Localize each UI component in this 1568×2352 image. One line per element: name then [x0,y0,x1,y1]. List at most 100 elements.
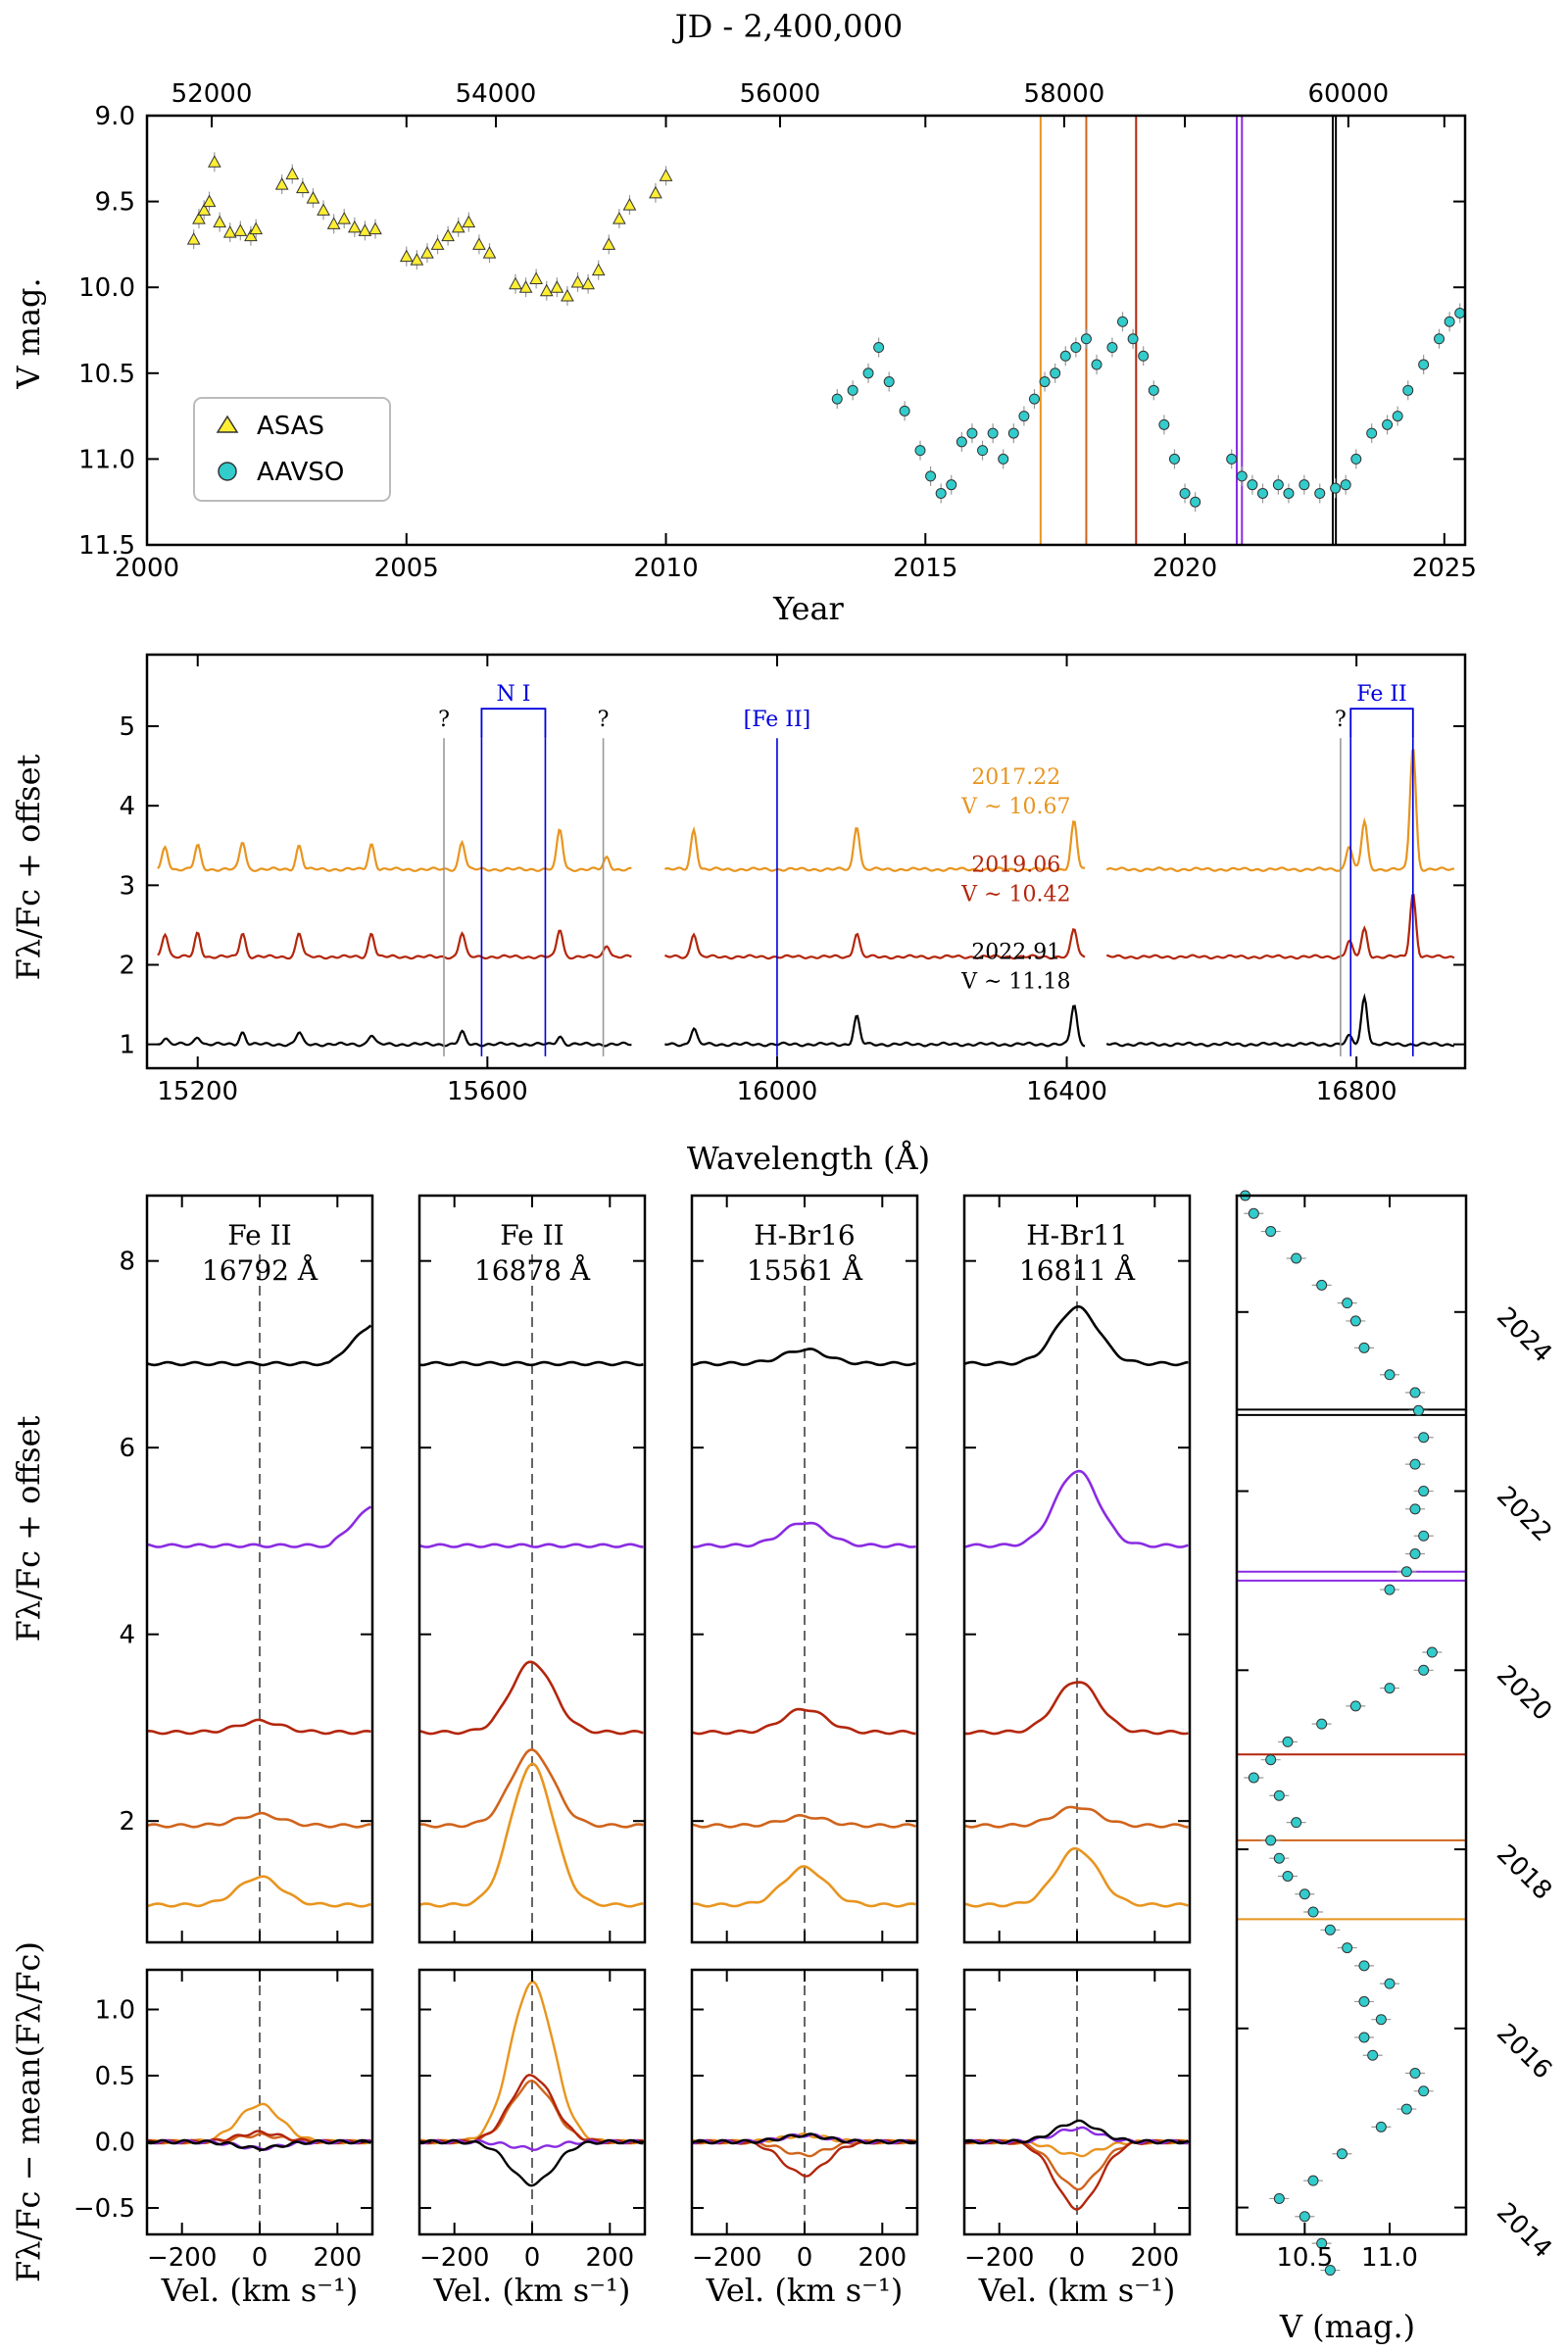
aavso-point [899,405,910,416]
aavso-point [1314,487,1326,499]
x-tick-label: 200 [313,2243,362,2273]
asas-point [649,185,662,199]
aavso-point [977,445,989,457]
top-tick-label: 56000 [740,79,821,109]
profile-line [418,1360,644,1367]
y-axis-title: V mag. [10,277,47,389]
x-axis-title: Vel. (km s⁻¹) [433,2272,631,2309]
aavso-point [1384,1369,1396,1381]
aavso-point [1375,2121,1387,2132]
asas-point [337,212,352,224]
x-tick-label: 200 [1130,2243,1179,2273]
aavso-point [1409,1458,1421,1470]
aavso-point [1358,1995,1370,2007]
y-tick-label: 0.0 [95,2129,135,2158]
aavso-point [1418,1432,1430,1444]
legend: ASAS AAVSO [193,397,391,502]
y-tick-label: 4 [119,792,135,821]
asas-point [197,203,212,216]
residuals-panel: Fλ/Fc − mean(Fλ/Fc) −200 0 200 −0.5 0.0 0.5 1.… [10,1941,1192,2309]
profile-line [146,1505,372,1548]
aavso-point [1316,1718,1328,1730]
spectrum-line [158,1029,632,1048]
y-tick-label: 5 [119,712,135,742]
asas-point [202,194,217,208]
line-id-label: ? [1335,708,1347,732]
y-tick-label: 2022 [1491,1481,1557,1547]
vmag-label: V ~ 10.42 [960,882,1070,906]
y-tick-label: 2014 [1491,2197,1557,2264]
aavso-point [873,342,885,354]
epoch-label: 2017.22 [971,765,1060,790]
legend-aavso: AAVSO [257,458,344,487]
x-tick-label: 2000 [115,554,179,583]
x-axis-title: Year [772,590,844,627]
y-tick-label: 2 [119,952,135,981]
aavso-point [1265,1835,1277,1846]
profile-line [418,1748,644,1829]
aavso-point [966,427,978,439]
aavso-point [1080,333,1092,345]
x-tick-label: 0 [252,2243,269,2273]
vmag-label: V ~ 11.18 [960,970,1070,995]
aavso-point [1265,1226,1277,1238]
aavso-point [1342,1298,1353,1309]
aavso-point [1418,1664,1430,1676]
aavso-point [1384,1978,1396,1989]
asas-point [518,280,533,293]
aavso-point [946,479,957,491]
asas-point [410,253,424,266]
aavso-point [1350,453,1362,465]
y-tick-label: 9.0 [95,102,135,131]
aavso-point [1273,1789,1285,1801]
aavso-point [1409,1503,1421,1515]
asas-point [472,237,486,250]
y-tick-label: 1.0 [95,1996,135,2026]
aavso-point [1392,411,1403,422]
aavso-point [862,368,874,379]
spectrum-line [1105,993,1454,1048]
profile-line [963,1847,1189,1908]
aavso-point [1059,350,1071,362]
asas-point [244,228,258,242]
epoch-label: 2019.06 [971,853,1060,877]
profile-line [691,1521,916,1548]
plot-frame [1235,1194,1468,2236]
x-tick-label: 15600 [447,1077,528,1106]
aavso-point [1272,479,1284,491]
y-tick-label: 2018 [1491,1839,1557,1906]
aavso-point [1412,1404,1424,1416]
asas-point [581,276,595,290]
aavso-point [1070,342,1082,354]
profile-line [418,1543,644,1548]
asas-marker [216,415,239,433]
y-tick-label: 4 [119,1621,135,1650]
asas-point [222,225,237,238]
aavso-point [1336,2148,1348,2160]
x-tick-label: 0 [524,2243,541,2273]
profile-line [146,1875,371,1908]
x-axis-title: Vel. (km s⁻¹) [161,2272,359,2309]
asas-point [591,263,606,276]
spectra-panel: Wavelength (Å) Fλ/Fc + offset ? N I? [Fe I… [10,653,1467,1177]
asas-point [249,221,264,235]
asas-point [570,274,585,288]
top-tick-label: 52000 [172,79,253,109]
profile-line [963,1304,1189,1367]
aavso-point [1138,350,1150,362]
x-tick-label: 15200 [157,1077,238,1106]
panel-wavelength: 15561 Å [747,1254,863,1287]
line-id-bracket [480,708,547,739]
top-tick-label: 54000 [456,79,537,109]
y-axis-title: Fλ/Fc − mean(Fλ/Fc) [10,1941,47,2282]
asas-point [358,223,372,236]
profile-line [691,1865,916,1908]
aavso-point [1307,2175,1319,2186]
x-tick-label: 11.0 [1361,2243,1418,2273]
asas-point [326,217,341,229]
aavso-point [1358,1960,1370,1972]
aavso-point [1248,1207,1259,1219]
aavso-point [1400,2103,1412,2115]
aavso-marker [218,462,237,481]
aavso-point [1168,453,1180,465]
